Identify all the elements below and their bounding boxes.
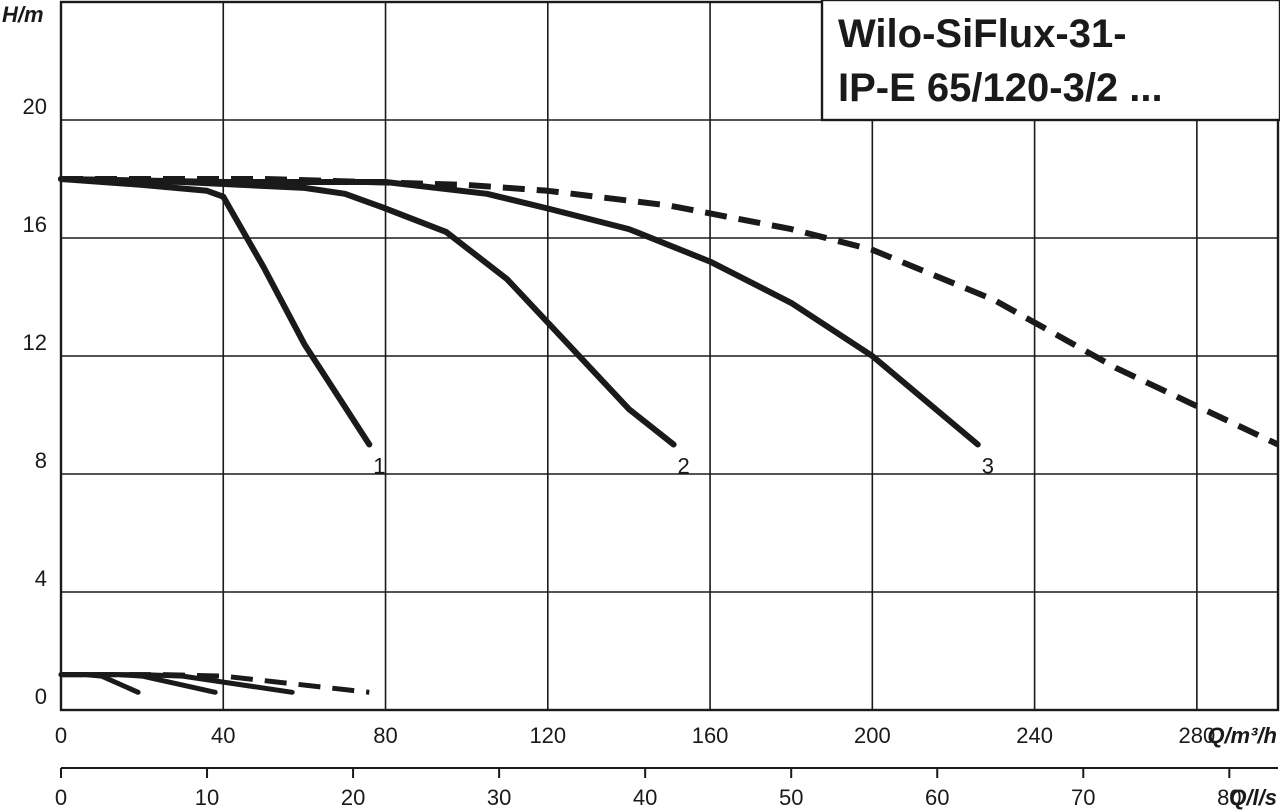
y-tick-label: 8 — [35, 448, 47, 473]
curve-4 — [61, 176, 1280, 448]
curve-label-2: 2 — [678, 454, 690, 479]
y-tick-label: 20 — [23, 94, 47, 119]
power-curve-4 — [61, 672, 370, 695]
chart-title-line-1: Wilo-SiFlux-31- — [838, 12, 1127, 56]
curve-1 — [58, 176, 373, 448]
x-tick-label: 160 — [692, 723, 729, 748]
x2-tick-label: 10 — [195, 785, 219, 810]
chart-title-line-2: IP-E 65/120-3/2 ... — [838, 66, 1163, 110]
y-tick-label: 4 — [35, 566, 47, 591]
grid — [59, 0, 1280, 778]
x-tick-label: 280 — [1179, 723, 1216, 748]
y-axis-label: H/m — [2, 2, 44, 27]
x-tick-label: 80 — [373, 723, 397, 748]
x-tick-label: 240 — [1016, 723, 1053, 748]
x2-tick-label: 80 — [1217, 785, 1241, 810]
curves: 123(4) — [58, 176, 1280, 695]
x-axis-label-ls: Q/l/s — [1229, 785, 1277, 810]
x2-tick-label: 70 — [1071, 785, 1095, 810]
x-tick-label: 0 — [55, 723, 67, 748]
y-tick-label: 0 — [35, 684, 47, 709]
x-tick-label: 200 — [854, 723, 891, 748]
title-box — [820, 0, 1280, 122]
x2-tick-label: 20 — [341, 785, 365, 810]
x-tick-label: 40 — [211, 723, 235, 748]
x2-tick-label: 30 — [487, 785, 511, 810]
y-tick-label: 16 — [23, 212, 47, 237]
x2-tick-label: 40 — [633, 785, 657, 810]
x2-tick-label: 0 — [55, 785, 67, 810]
x2-tick-label: 60 — [925, 785, 949, 810]
y-tick-label: 12 — [23, 330, 47, 355]
curve-label-1: 1 — [373, 454, 385, 479]
curve-label-3: 3 — [982, 454, 994, 479]
x-tick-label: 120 — [529, 723, 566, 748]
x-axis-label-m3h: Q/m³/h — [1207, 723, 1277, 748]
curve-3 — [58, 176, 981, 448]
x2-tick-label: 50 — [779, 785, 803, 810]
